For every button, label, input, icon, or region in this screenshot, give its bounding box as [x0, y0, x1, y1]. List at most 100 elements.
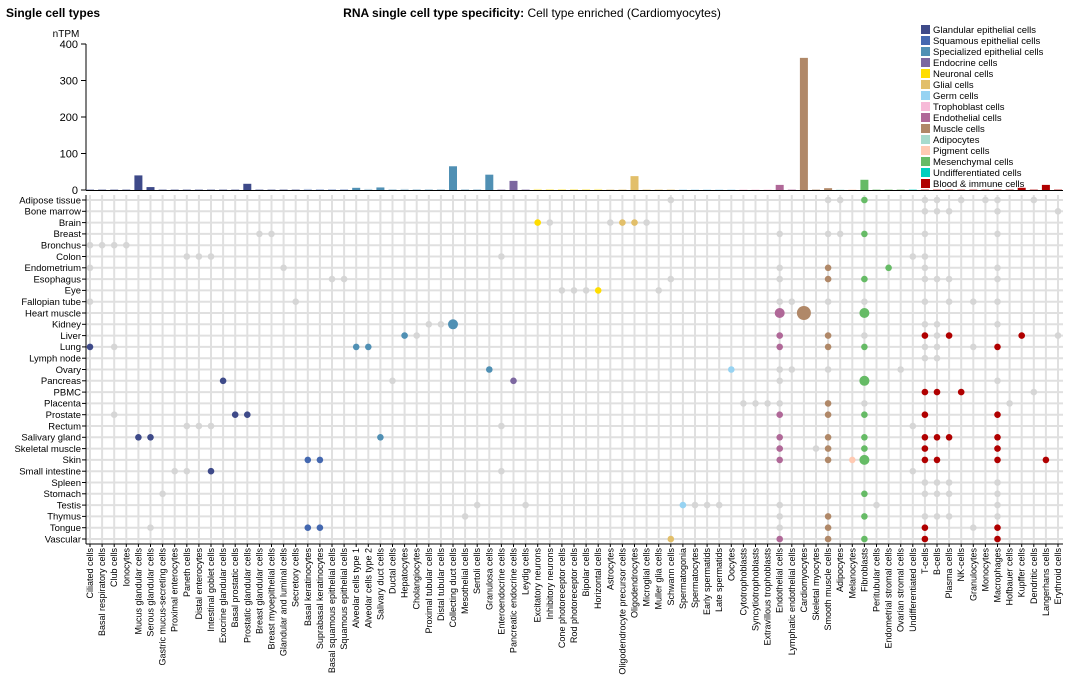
tissue-label: Spleen: [51, 478, 81, 489]
tissue-label: Prostate: [46, 410, 81, 421]
cell-type-label: Ovarian stromal cells: [896, 548, 906, 633]
legend-swatch: [921, 80, 930, 89]
detected-dot: [183, 422, 191, 430]
cell-type-label: Excitatory neurons: [533, 548, 543, 623]
bar: [146, 187, 155, 190]
detected-dot: [824, 230, 832, 238]
enriched-dot: [861, 434, 868, 441]
detected-dot: [909, 422, 917, 430]
enriched-dot: [776, 456, 783, 464]
detected-dot: [607, 219, 614, 226]
enriched-dot: [861, 275, 868, 283]
bar: [799, 57, 808, 191]
cell-type-label: Prostatic glandular cells: [242, 548, 252, 644]
bar: [933, 189, 941, 190]
cell-type-label: Enteroendocrine cells: [496, 548, 506, 635]
tissue-label: Vascular: [45, 534, 81, 545]
cell-type-label: Glandular and luminal cells: [279, 548, 289, 657]
cell-type-label: Oligodendrocytes: [630, 548, 640, 619]
enriched-dot: [824, 456, 832, 464]
bar: [824, 188, 833, 190]
detected-dot: [328, 275, 336, 283]
enriched-dot: [316, 524, 324, 531]
cell-type-label: Astrocytes: [605, 548, 615, 591]
legend-label: Glandular epithelial cells: [933, 25, 1036, 36]
enriched-dot: [849, 456, 856, 464]
cell-type-label: Dendritic cells: [1029, 548, 1039, 605]
enriched-dot: [824, 264, 832, 272]
legend-swatch: [921, 124, 930, 133]
enriched-dot: [994, 343, 1001, 351]
cell-type-label: Hepatocytes: [400, 548, 410, 599]
bar: [352, 187, 361, 190]
cell-type-label: Basal prostatic cells: [230, 548, 240, 628]
detected-dot: [994, 513, 1001, 520]
cell-type-label: Horizontal cells: [593, 548, 603, 610]
detected-dot: [824, 298, 832, 306]
enriched-dot: [304, 524, 312, 531]
detected-dot: [921, 479, 929, 486]
detected-dot: [921, 513, 929, 520]
chart-title: RNA single cell type specificity: Cell t…: [343, 6, 721, 20]
enriched-dot: [631, 219, 638, 226]
bar: [328, 189, 336, 190]
enriched-dot: [861, 535, 868, 543]
detected-dot: [715, 501, 723, 509]
enriched-dot: [86, 343, 94, 351]
legend-label: Glial cells: [933, 80, 974, 91]
enriched-dot: [594, 287, 602, 294]
enriched-dot: [859, 375, 870, 386]
detected-dot: [921, 275, 929, 283]
tissue-label: Tongue: [50, 523, 81, 534]
legend-swatch: [921, 102, 930, 111]
matrix-grid: [86, 195, 1063, 544]
cell-type-label: Ciliated cells: [85, 548, 95, 599]
enriched-dot: [377, 434, 384, 441]
detected-dot: [123, 241, 130, 249]
detected-dot: [945, 208, 953, 215]
enriched-dot: [824, 400, 832, 407]
detected-dot: [994, 501, 1001, 509]
legend-label: Blood & immune cells: [933, 179, 1025, 190]
detected-dot: [933, 332, 941, 339]
cell-type-label: Plasma cells: [944, 548, 954, 599]
y-tick-label: 100: [60, 149, 78, 161]
bar: [715, 189, 724, 190]
detected-dot: [897, 366, 904, 373]
tissue-label: Fallopian tube: [21, 297, 81, 308]
bar: [618, 189, 627, 190]
bar: [751, 189, 760, 190]
enriched-dot: [207, 467, 215, 475]
enriched-dot: [921, 388, 929, 396]
enriched-dot: [510, 377, 517, 385]
detected-dot: [558, 287, 566, 294]
cell-type-label: Langerhans cells: [1041, 548, 1051, 617]
detected-dot: [994, 196, 1001, 204]
legend-swatch: [921, 69, 930, 78]
detected-dot: [861, 332, 868, 339]
detected-dot: [425, 321, 433, 328]
enriched-dot: [861, 490, 868, 498]
detected-dot: [994, 479, 1001, 486]
detected-dot: [994, 321, 1001, 328]
enriched-dot: [824, 411, 832, 419]
bar: [775, 184, 784, 190]
bar: [497, 189, 506, 190]
enriched-dot: [945, 332, 953, 339]
detected-dot: [195, 422, 203, 430]
detected-dot: [461, 513, 469, 520]
legend-swatch: [921, 113, 930, 122]
bar: [981, 189, 990, 190]
bar: [969, 189, 978, 190]
detected-dot: [921, 343, 929, 351]
tissue-label: Rectum: [48, 421, 81, 432]
detected-dot: [268, 230, 275, 238]
cell-type-label: Mucus glandular cells: [133, 548, 143, 635]
cell-type-label: Alveolar cells type 2: [363, 548, 373, 628]
detected-dot: [473, 501, 481, 509]
cell-type-label: Adipocytes: [835, 548, 845, 593]
bar: [908, 189, 917, 190]
enriched-dot: [135, 434, 142, 441]
detected-dot: [86, 264, 94, 272]
detected-dot: [945, 275, 953, 283]
